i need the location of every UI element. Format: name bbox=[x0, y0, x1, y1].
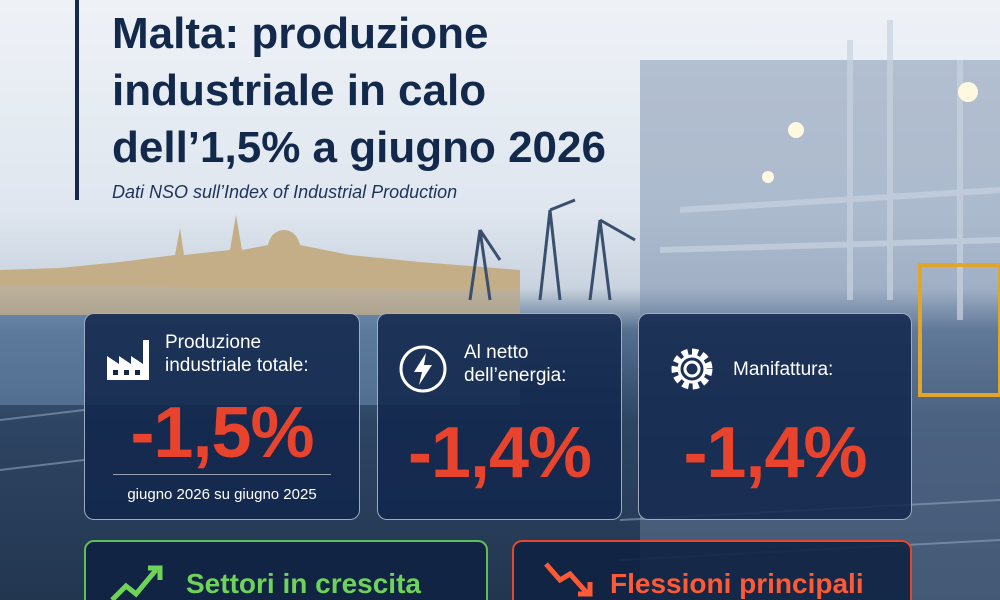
card-label: Al netto dell’energia: bbox=[464, 342, 567, 386]
bottom-card: Settori in crescita bbox=[84, 540, 488, 600]
stat-card: Produzione industriale totale: -1,5% giu… bbox=[84, 313, 360, 520]
title-line: Malta: produzione bbox=[112, 9, 489, 58]
bottom-card-title: Flessioni principali bbox=[610, 568, 864, 599]
card-value: -1,4% bbox=[683, 413, 867, 493]
card-note: giugno 2026 su giugno 2025 bbox=[127, 486, 317, 503]
title-line: industriale in calo bbox=[112, 66, 487, 115]
factory-icon bbox=[107, 340, 149, 380]
stat-card: Al netto dell’energia: -1,4% bbox=[377, 313, 622, 520]
accent-bar bbox=[75, 0, 79, 200]
decline-icon bbox=[544, 562, 593, 597]
stat-card: Manifattura: -1,4% bbox=[638, 313, 912, 520]
energy-icon bbox=[399, 345, 447, 393]
title-line: dell’1,5% a giugno 2026 bbox=[112, 123, 606, 172]
card-value: -1,4% bbox=[407, 413, 592, 493]
card-value: -1,5% bbox=[130, 393, 314, 473]
card-label: Produzione industriale totale: bbox=[165, 332, 309, 376]
growth-icon bbox=[110, 565, 163, 600]
card-label: Manifattura: bbox=[733, 359, 834, 380]
subtitle: Dati NSO sull’Index of Industrial Produc… bbox=[112, 182, 458, 202]
bottom-card-title: Settori in crescita bbox=[186, 568, 421, 599]
bottom-card: Flessioni principali bbox=[512, 540, 912, 600]
separator bbox=[113, 474, 331, 475]
gear-icon bbox=[671, 348, 713, 390]
